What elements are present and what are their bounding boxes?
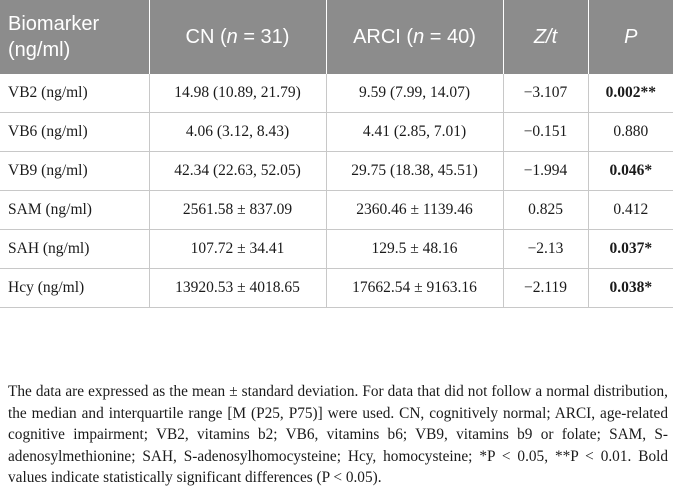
cell-cn: 2561.58 ± 837.09 <box>149 190 327 230</box>
header-zt: Z/t <box>503 0 589 74</box>
cell-zt: −2.119 <box>503 268 589 308</box>
table-row: Hcy (ng/ml) 13920.53 ± 4018.65 17662.54 ± … <box>0 268 673 308</box>
header-p: P <box>588 0 673 74</box>
cell-biomarker: VB6 (ng/ml) <box>0 112 150 152</box>
header-cn-count: = 31) <box>237 25 290 48</box>
cell-cn: 13920.53 ± 4018.65 <box>149 268 327 308</box>
cell-biomarker: SAH (ng/ml) <box>0 229 150 269</box>
header-arci-count: = 40) <box>424 25 476 48</box>
table-row: VB2 (ng/ml) 14.98 (10.89, 21.79) 9.59 (7.9… <box>0 74 673 113</box>
cell-zt: −3.107 <box>503 74 589 113</box>
header-cn: CN (n = 31) <box>149 0 327 74</box>
header-biomarker-line-1: Biomarker <box>8 13 100 35</box>
cell-zt: 0.825 <box>503 190 589 230</box>
cell-arci: 17662.54 ± 9163.16 <box>326 268 504 308</box>
table-row: VB6 (ng/ml) 4.06 (3.12, 8.43) 4.41 (2.85, … <box>0 112 673 152</box>
cell-arci: 4.41 (2.85, 7.01) <box>326 112 504 152</box>
cell-biomarker: VB2 (ng/ml) <box>0 74 150 113</box>
cell-zt: −0.151 <box>503 112 589 152</box>
cell-arci: 2360.46 ± 1139.46 <box>326 190 504 230</box>
header-cn-label: CN ( <box>185 25 227 48</box>
header-row: Biomarker (ng/ml) CN (n = 31) ARCI (n = 4… <box>0 0 673 74</box>
cell-biomarker: VB9 (ng/ml) <box>0 151 150 191</box>
cell-p: 0.412 <box>588 190 673 230</box>
cell-arci: 129.5 ± 48.16 <box>326 229 504 269</box>
cell-p: 0.002** <box>588 74 673 113</box>
cell-p: 0.046* <box>588 151 673 191</box>
cell-p: 0.038* <box>588 268 673 308</box>
cell-biomarker: SAM (ng/ml) <box>0 190 150 230</box>
cell-cn: 107.72 ± 34.41 <box>149 229 327 269</box>
biomarker-table: Biomarker (ng/ml) CN (n = 31) ARCI (n = 4… <box>0 0 673 308</box>
header-arci-n: n <box>413 25 425 48</box>
cell-cn: 4.06 (3.12, 8.43) <box>149 112 327 152</box>
cell-zt: −2.13 <box>503 229 589 269</box>
table-row: SAM (ng/ml) 2561.58 ± 837.09 2360.46 ± 113… <box>0 190 673 230</box>
table-footnote: The data are expressed as the mean ± sta… <box>8 383 668 487</box>
header-cn-n: n <box>226 25 238 48</box>
cell-cn: 14.98 (10.89, 21.79) <box>149 74 327 113</box>
table-row: VB9 (ng/ml) 42.34 (22.63, 52.05) 29.75 (18… <box>0 151 673 191</box>
cell-arci: 29.75 (18.38, 45.51) <box>326 151 504 191</box>
header-biomarker: Biomarker (ng/ml) <box>0 0 150 74</box>
cell-p: 0.037* <box>588 229 673 269</box>
cell-zt: −1.994 <box>503 151 589 191</box>
cell-p: 0.880 <box>588 112 673 152</box>
table-row: SAH (ng/ml) 107.72 ± 34.41 129.5 ± 48.16 −2… <box>0 229 673 269</box>
header-arci-label: ARCI ( <box>353 25 414 48</box>
header-biomarker-line-2: (ng/ml) <box>8 39 71 61</box>
header-arci: ARCI (n = 40) <box>326 0 504 74</box>
cell-cn: 42.34 (22.63, 52.05) <box>149 151 327 191</box>
cell-arci: 9.59 (7.99, 14.07) <box>326 74 504 113</box>
cell-biomarker: Hcy (ng/ml) <box>0 268 150 308</box>
